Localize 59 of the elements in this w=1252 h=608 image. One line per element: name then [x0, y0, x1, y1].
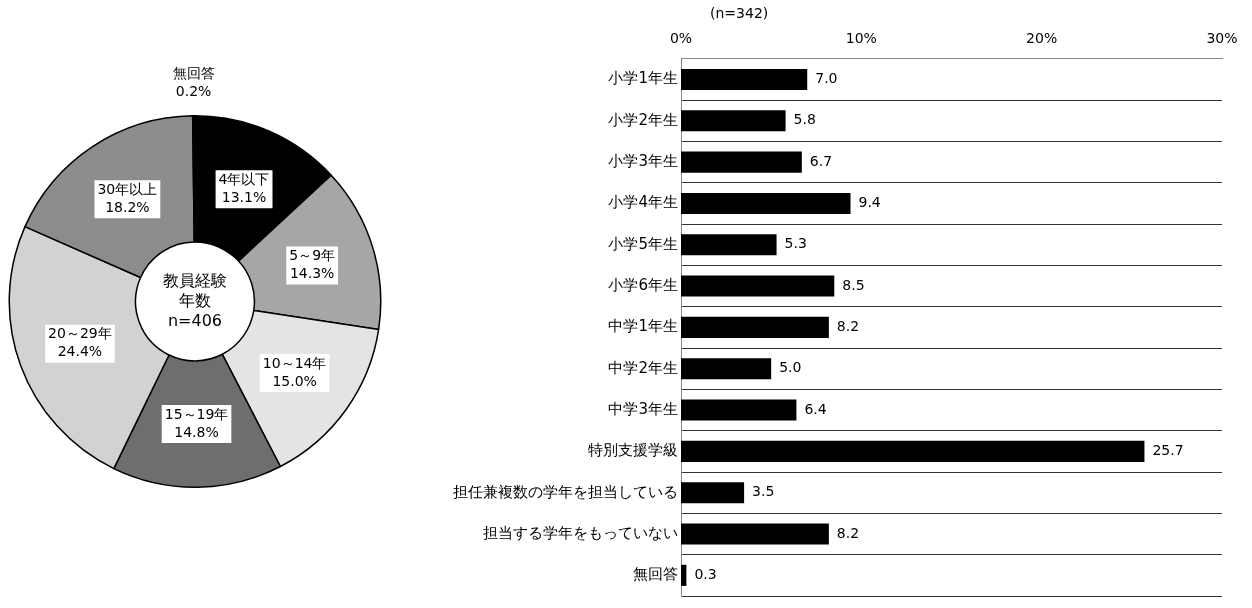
y-tick-label: 担当する学年をもっていない — [483, 523, 678, 542]
bar — [681, 234, 777, 256]
data-label: 24.4% — [57, 343, 103, 360]
slice-label: 30年以上 — [97, 180, 158, 197]
y-tick-label: 中学2年生 — [608, 358, 678, 377]
data-label: 9.4 — [858, 194, 881, 211]
slice-label: 無回答 — [172, 65, 215, 82]
y-tick-label: 小学4年生 — [608, 193, 678, 212]
bar — [681, 68, 808, 90]
x-tick-label: 10% — [845, 30, 877, 47]
slice-label: 10～14年 — [262, 354, 327, 371]
y-tick-label: 担任兼複数の学年を担当している — [453, 482, 678, 501]
y-tick-label: 中学3年生 — [608, 399, 678, 418]
bar — [681, 523, 829, 545]
bar — [681, 110, 786, 132]
bar — [681, 564, 687, 586]
y-tick-label: 小学5年生 — [608, 234, 678, 253]
data-label: 8.2 — [836, 318, 860, 335]
data-label: 6.4 — [804, 400, 827, 417]
data-label: 14.3% — [289, 265, 335, 282]
data-label: 6.7 — [809, 152, 833, 169]
slice-label: 4年以下 — [218, 170, 270, 187]
data-label: 25.7 — [1152, 442, 1184, 459]
y-tick-label: 小学1年生 — [608, 69, 678, 88]
slice-label: 5～9年 — [289, 247, 336, 264]
y-tick-label: 無回答 — [633, 565, 678, 584]
bar — [681, 358, 772, 380]
data-label: 7.0 — [815, 70, 838, 87]
data-label: 8.5 — [842, 276, 865, 293]
text: (n=342) — [710, 4, 769, 21]
bar — [681, 440, 1145, 462]
y-tick-label: 特別支援学級 — [588, 441, 678, 460]
bar — [681, 151, 802, 173]
bar — [681, 192, 851, 214]
x-tick-label: 20% — [1026, 30, 1058, 47]
data-label: 8.2 — [836, 524, 860, 541]
data-label: 5.3 — [784, 235, 807, 252]
bar — [681, 275, 835, 297]
data-label: 18.2% — [105, 198, 150, 215]
text: n=406 — [167, 310, 223, 330]
y-tick-label: 中学1年生 — [608, 317, 678, 336]
bar — [681, 482, 745, 504]
x-tick-label: 0% — [669, 30, 693, 47]
slice-label: 20～29年 — [48, 325, 112, 342]
y-tick-label: 小学6年生 — [608, 275, 678, 294]
data-label: 5.8 — [793, 111, 816, 128]
x-tick-label: 30% — [1206, 30, 1238, 47]
data-label: 3.5 — [752, 483, 775, 500]
data-label: 0.2% — [175, 83, 212, 100]
data-label: 15.0% — [272, 372, 317, 389]
bar — [681, 316, 829, 338]
bar — [681, 399, 797, 421]
data-label: 5.0 — [779, 359, 802, 376]
y-tick-label: 小学3年生 — [608, 152, 678, 170]
y-tick-label: 小学2年生 — [608, 110, 678, 129]
data-label: 13.1% — [221, 188, 267, 205]
data-label: 14.8% — [174, 423, 219, 440]
slice-label: 15～19年 — [164, 405, 229, 422]
data-label: 0.3 — [694, 565, 717, 582]
